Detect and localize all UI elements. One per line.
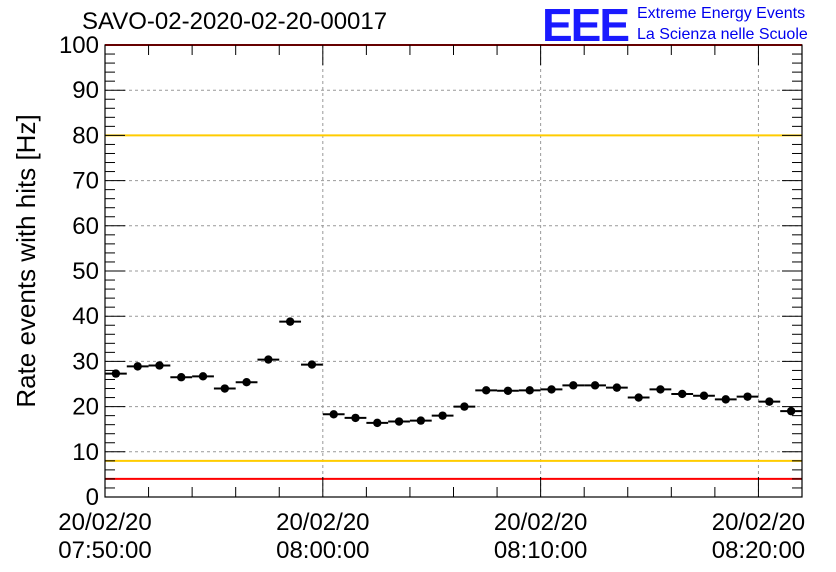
y-tick-label: 60 — [72, 213, 99, 240]
x-tick-label-time: 08:10:00 — [494, 537, 587, 564]
x-tick-label-date: 20/02/20 — [494, 509, 587, 536]
logo-line-1: Extreme Energy Events — [637, 5, 806, 22]
data-point — [366, 418, 389, 428]
marker — [329, 410, 338, 419]
y-tick-label: 20 — [72, 394, 99, 421]
y-tick-label: 80 — [72, 122, 99, 149]
data-point — [170, 373, 193, 382]
marker — [285, 317, 295, 326]
logo-caption: Extreme Energy Events La Scienza nelle S… — [637, 3, 808, 45]
y-tick-labels: 0 10 20 30 40 50 60 70 80 90 100 — [59, 32, 99, 511]
x-tick-label-date: 20/02/20 — [276, 509, 369, 536]
marker — [394, 417, 404, 426]
y-tick-label: 50 — [72, 258, 99, 285]
x-tick-label-time: 07:50:00 — [58, 537, 151, 564]
data-point — [693, 391, 715, 400]
marker — [786, 406, 796, 416]
marker — [111, 369, 121, 378]
data-point — [453, 402, 476, 411]
eee-logo: EEE — [542, 0, 630, 51]
x-tick-label-date: 20/02/20 — [712, 509, 805, 536]
data-point — [148, 361, 171, 370]
marker — [743, 392, 752, 401]
data-point — [257, 355, 280, 364]
x-tick-label-time: 08:20:00 — [712, 537, 805, 564]
marker — [307, 360, 317, 369]
data-point — [562, 381, 585, 390]
data-point — [584, 381, 606, 390]
data-point — [518, 386, 541, 395]
data-point — [780, 406, 802, 416]
data-point — [649, 385, 672, 394]
y-tick-label: 100 — [59, 32, 99, 59]
data-point — [192, 372, 214, 381]
marker — [177, 373, 186, 382]
y-axis-label: Rate events with hits [Hz] — [11, 114, 41, 407]
marker — [569, 381, 578, 390]
data-point — [235, 377, 258, 387]
marker — [264, 355, 273, 364]
marker — [525, 386, 534, 395]
reference-lines — [105, 44, 802, 480]
x-tick-label-date: 20/02/20 — [58, 509, 151, 536]
marker — [373, 418, 382, 428]
marker — [133, 362, 142, 371]
axis-ticks — [104, 44, 803, 498]
data-point — [322, 410, 345, 419]
y-tick-label: 0 — [86, 484, 99, 511]
data-point — [475, 386, 498, 395]
grid-lines — [105, 45, 802, 497]
data-point — [301, 360, 323, 369]
marker — [481, 386, 491, 395]
marker — [699, 391, 709, 400]
data-point — [213, 384, 236, 393]
y-tick-label: 10 — [72, 439, 99, 466]
x-tick-label-time: 08:00:00 — [276, 537, 369, 564]
data-point — [758, 397, 781, 406]
logo-line-2: La Scienza nelle Scuole — [637, 26, 808, 43]
marker — [155, 361, 164, 370]
marker — [656, 385, 665, 394]
data-point — [126, 362, 149, 371]
data-point — [409, 416, 432, 425]
marker — [721, 395, 730, 404]
data-point — [105, 369, 127, 378]
marker — [765, 397, 774, 406]
data-point — [431, 411, 454, 420]
chart-title: SAVO-02-2020-02-20-00017 — [82, 8, 388, 35]
marker — [242, 377, 251, 387]
data-points — [105, 317, 802, 428]
data-point — [736, 392, 759, 401]
data-point — [671, 389, 694, 399]
marker — [590, 381, 600, 390]
marker — [220, 384, 229, 393]
data-point — [388, 417, 410, 426]
marker — [438, 411, 447, 420]
marker — [416, 416, 426, 425]
marker — [678, 389, 687, 399]
y-tick-label: 90 — [72, 77, 99, 104]
data-point — [714, 395, 737, 404]
marker — [612, 383, 622, 392]
marker — [547, 385, 556, 394]
marker — [503, 386, 513, 395]
data-point — [279, 317, 302, 326]
marker — [634, 393, 643, 402]
y-tick-label: 70 — [72, 168, 99, 195]
marker — [460, 402, 469, 411]
data-point — [627, 393, 650, 402]
y-tick-label: 40 — [72, 303, 99, 330]
data-point — [497, 386, 519, 395]
marker — [198, 372, 208, 381]
data-point — [605, 383, 628, 392]
x-tick-labels: 20/02/2007:50:0020/02/2008:00:0020/02/20… — [58, 509, 805, 564]
data-point — [344, 413, 367, 423]
marker — [351, 413, 360, 423]
data-point — [540, 385, 563, 394]
y-tick-label: 30 — [72, 348, 99, 375]
